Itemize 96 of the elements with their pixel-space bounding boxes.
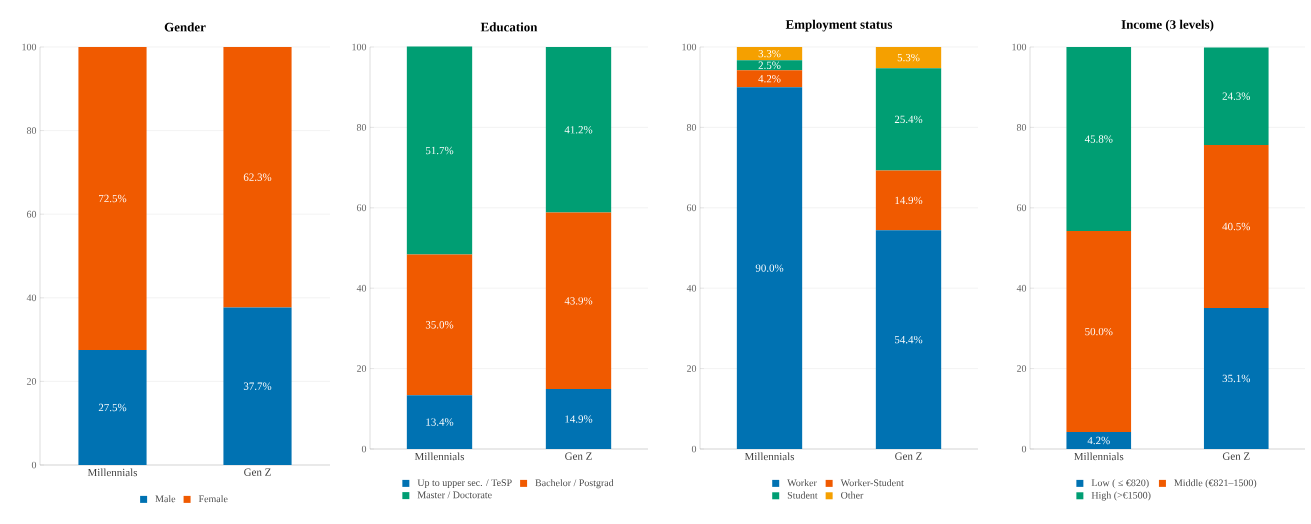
x-tick-label: Millennials xyxy=(1074,452,1124,461)
data-label: 45.8% xyxy=(1084,135,1113,143)
data-label: 24.3% xyxy=(1222,92,1251,100)
y-tick-label: 80 xyxy=(686,124,697,131)
bar xyxy=(736,47,803,61)
data-label: 90.0% xyxy=(755,264,784,272)
y-tick-label: 60 xyxy=(1016,204,1027,212)
y-tick-label: 60 xyxy=(686,204,697,212)
x-tick-label: Gen Z xyxy=(1222,452,1250,460)
legend-label: Female xyxy=(198,495,228,503)
x-tick-label: Gen Z xyxy=(565,452,592,460)
data-label: 14.9% xyxy=(895,196,923,205)
y-tick-label: 80 xyxy=(1016,124,1027,131)
bar xyxy=(736,87,803,449)
bar xyxy=(1203,47,1269,146)
bar xyxy=(406,254,473,396)
y-tick-label: 20 xyxy=(26,378,37,385)
y-tick-label: 100 xyxy=(1012,43,1027,51)
bar xyxy=(736,70,803,88)
legend-label: High (>€1500) xyxy=(1091,491,1151,501)
bar xyxy=(223,307,292,465)
bar xyxy=(736,60,803,71)
x-tick-label: Millennials xyxy=(87,468,138,477)
legend-label: Master / Doctorate xyxy=(417,491,492,499)
y-tick-label: 20 xyxy=(686,365,697,372)
data-label: 27.5% xyxy=(98,403,127,412)
data-label: 13.4% xyxy=(426,418,454,426)
data-label: 72.5% xyxy=(99,194,127,203)
y-tick-label: 60 xyxy=(26,210,37,218)
legend-label: Worker-Student xyxy=(840,479,904,487)
x-tick-label: Gen Z xyxy=(244,468,271,476)
data-label: 37.7% xyxy=(243,382,272,390)
data-label: 2.5% xyxy=(758,61,781,70)
y-tick-label: 40 xyxy=(356,284,367,292)
x-tick-label: Gen Z xyxy=(895,452,922,460)
y-tick-label: 40 xyxy=(686,284,697,292)
y-tick-label: 20 xyxy=(1016,365,1027,372)
legend-label: Worker xyxy=(787,479,817,487)
bar xyxy=(875,230,942,449)
y-tick-label: 100 xyxy=(352,43,367,51)
legend-label: Male xyxy=(155,495,176,503)
legend-label: Middle (€821–1500) xyxy=(1174,479,1257,489)
bar xyxy=(406,395,473,449)
legend-label: Bachelor / Postgrad xyxy=(535,479,614,489)
data-label: 41.2% xyxy=(564,126,593,134)
y-tick-label: 0 xyxy=(1021,445,1027,453)
bar xyxy=(406,46,473,255)
bar xyxy=(1066,231,1132,433)
y-tick-label: 80 xyxy=(356,124,367,131)
data-label: 50.0% xyxy=(1085,327,1113,336)
y-tick-label: 60 xyxy=(356,204,367,212)
chart-title: Income (3 levels) xyxy=(1121,19,1214,32)
y-tick-label: 20 xyxy=(356,365,367,372)
bar xyxy=(1203,307,1269,449)
data-label: 4.2% xyxy=(1087,436,1110,445)
legend-label: Low ( ≤ €820) xyxy=(1091,479,1149,489)
bar xyxy=(1066,432,1132,449)
bar xyxy=(875,170,942,231)
y-tick-label: 80 xyxy=(26,127,37,134)
data-label: 35.0% xyxy=(425,321,454,329)
data-label: 25.4% xyxy=(894,115,923,124)
bar xyxy=(78,47,147,351)
bar xyxy=(875,47,942,69)
bar xyxy=(875,68,942,171)
x-tick-label: Millennials xyxy=(744,452,795,461)
data-label: 62.3% xyxy=(243,173,272,181)
legend-label: Up to upper sec. / TeSP xyxy=(417,479,512,489)
chart-title: Education xyxy=(480,22,538,32)
data-label: 35.1% xyxy=(1222,374,1251,383)
y-tick-label: 100 xyxy=(22,43,37,51)
bar xyxy=(545,212,612,390)
y-tick-label: 0 xyxy=(31,461,37,469)
bar xyxy=(1203,145,1269,308)
bar xyxy=(545,389,612,449)
data-label: 51.7% xyxy=(425,146,454,155)
bar xyxy=(78,350,147,465)
data-label: 5.3% xyxy=(897,53,920,62)
legend-label: Other xyxy=(841,491,864,499)
x-tick-label: Millennials xyxy=(414,452,465,461)
data-label: 14.9% xyxy=(565,415,593,423)
legend-label: Student xyxy=(787,491,818,499)
bar xyxy=(223,47,292,308)
y-tick-label: 40 xyxy=(1016,284,1027,292)
data-label: 54.4% xyxy=(895,335,923,344)
bar xyxy=(1066,47,1132,232)
y-tick-label: 40 xyxy=(26,294,37,302)
bar xyxy=(545,47,612,213)
y-tick-label: 0 xyxy=(361,445,367,453)
chart-title: Gender xyxy=(164,22,206,32)
data-label: 43.9% xyxy=(564,297,593,305)
chart-title: Employment status xyxy=(785,19,893,32)
data-label: 3.3% xyxy=(758,49,781,58)
data-label: 40.5% xyxy=(1222,222,1251,231)
y-tick-label: 0 xyxy=(691,445,697,453)
y-tick-label: 100 xyxy=(682,43,697,51)
data-label: 4.2% xyxy=(758,75,781,83)
